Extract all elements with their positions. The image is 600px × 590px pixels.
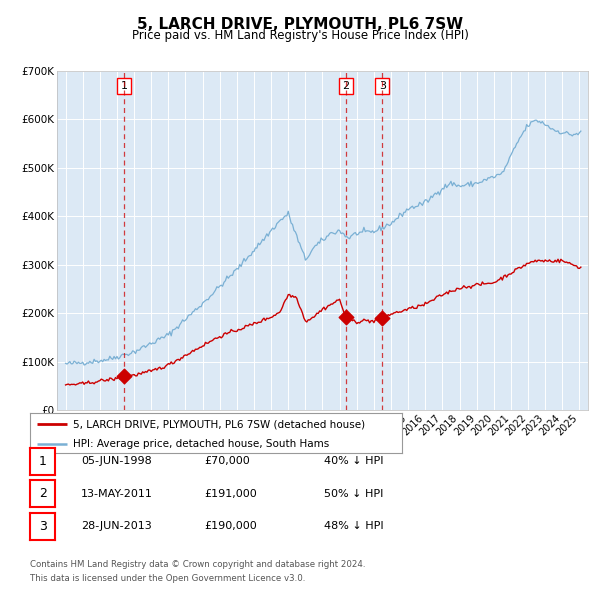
Text: £191,000: £191,000 [204, 489, 257, 499]
Text: 40% ↓ HPI: 40% ↓ HPI [324, 457, 383, 466]
Text: 1: 1 [121, 81, 128, 91]
Text: This data is licensed under the Open Government Licence v3.0.: This data is licensed under the Open Gov… [30, 574, 305, 583]
Text: 5, LARCH DRIVE, PLYMOUTH, PL6 7SW: 5, LARCH DRIVE, PLYMOUTH, PL6 7SW [137, 17, 463, 31]
Text: 05-JUN-1998: 05-JUN-1998 [81, 457, 152, 466]
Text: 5, LARCH DRIVE, PLYMOUTH, PL6 7SW (detached house): 5, LARCH DRIVE, PLYMOUTH, PL6 7SW (detac… [73, 419, 365, 430]
Text: Contains HM Land Registry data © Crown copyright and database right 2024.: Contains HM Land Registry data © Crown c… [30, 560, 365, 569]
Text: 48% ↓ HPI: 48% ↓ HPI [324, 522, 383, 531]
Point [341, 313, 350, 322]
Text: 3: 3 [379, 81, 386, 91]
Text: 2: 2 [342, 81, 349, 91]
Text: £190,000: £190,000 [204, 522, 257, 531]
Text: 2: 2 [38, 487, 47, 500]
Text: 28-JUN-2013: 28-JUN-2013 [81, 522, 152, 531]
Text: 1: 1 [38, 455, 47, 468]
Text: Price paid vs. HM Land Registry's House Price Index (HPI): Price paid vs. HM Land Registry's House … [131, 29, 469, 42]
Text: 13-MAY-2011: 13-MAY-2011 [81, 489, 153, 499]
Point [119, 372, 129, 381]
Text: 50% ↓ HPI: 50% ↓ HPI [324, 489, 383, 499]
Text: HPI: Average price, detached house, South Hams: HPI: Average price, detached house, Sout… [73, 440, 329, 450]
Text: 3: 3 [38, 520, 47, 533]
Text: £70,000: £70,000 [204, 457, 250, 466]
Point [377, 313, 387, 323]
